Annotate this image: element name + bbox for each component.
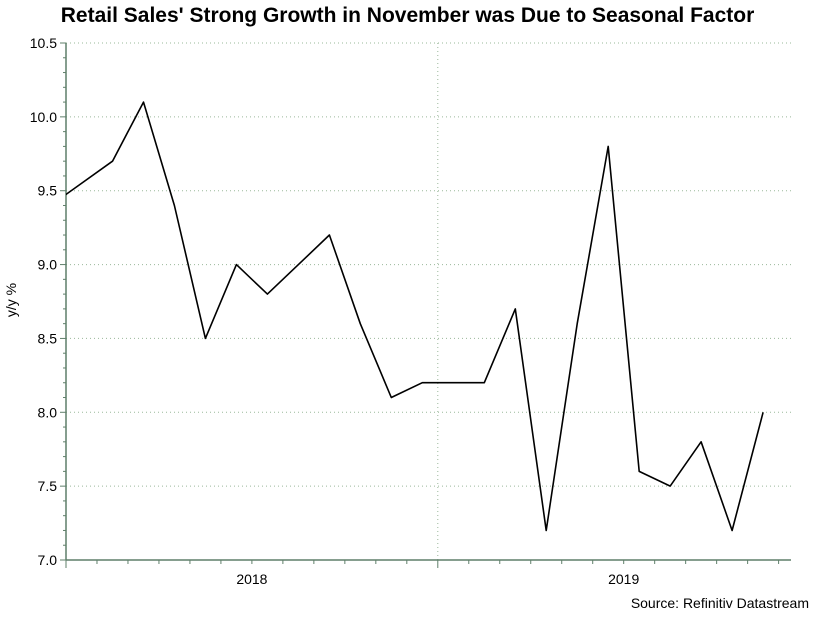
y-tick-label: 8.0 bbox=[38, 404, 58, 420]
chart-title: Retail Sales' Strong Growth in November … bbox=[60, 4, 755, 27]
source-note: Source: Refinitiv Datastream bbox=[630, 595, 809, 611]
y-tick-label: 7.0 bbox=[38, 552, 58, 568]
y-tick-label: 8.5 bbox=[38, 330, 58, 346]
y-tick-label: 10.0 bbox=[30, 109, 57, 125]
series-line bbox=[66, 101, 764, 532]
axis-layer: 7.0 7.5 8.0 8.5 9.0 9.5 10.0 10.5 2018 2019 bbox=[30, 35, 791, 587]
grid-layer bbox=[65, 42, 791, 560]
x-tick-label: 2019 bbox=[608, 571, 639, 587]
y-tick-label: 7.5 bbox=[38, 478, 58, 494]
y-tick-label: 9.5 bbox=[38, 183, 58, 199]
y-tick-label: 9.0 bbox=[38, 257, 58, 273]
x-tick-label: 2018 bbox=[236, 571, 267, 587]
y-tick-label: 10.5 bbox=[30, 35, 57, 51]
y-axis-label: y/y % bbox=[3, 283, 19, 317]
series-layer bbox=[66, 101, 764, 532]
